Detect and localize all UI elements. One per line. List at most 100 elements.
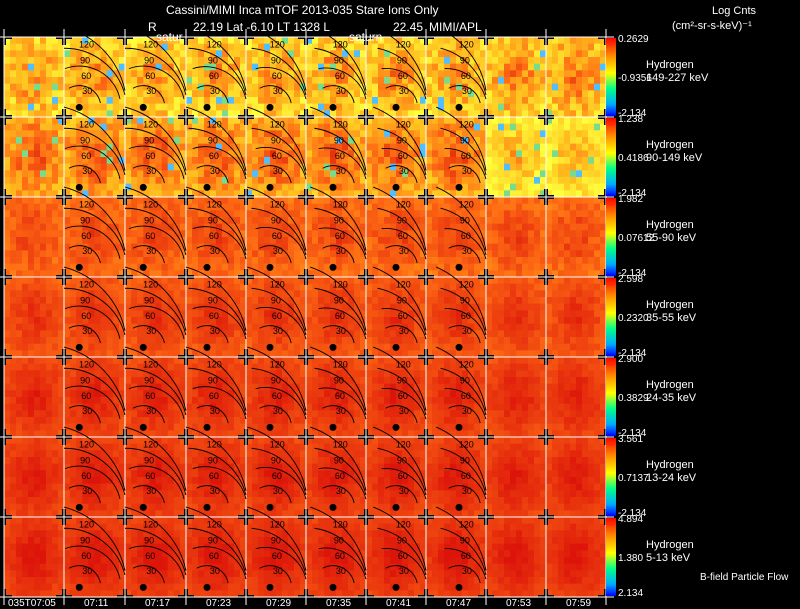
planet-marker (266, 263, 274, 271)
contour-line (255, 466, 307, 500)
contour-label: 90 (460, 56, 470, 66)
contour-label: 30 (462, 486, 472, 496)
contour-line (255, 146, 307, 180)
contour-label: 120 (143, 519, 158, 529)
contour-label: 30 (273, 486, 283, 496)
contour-line (124, 426, 187, 491)
contour-line (247, 506, 307, 571)
contour-label: 30 (462, 246, 472, 256)
contour-line (63, 106, 126, 171)
contour-label: 90 (397, 56, 407, 66)
contour-line (259, 325, 292, 344)
contour-line (128, 305, 185, 340)
contour-label: 60 (335, 471, 345, 481)
image-cell (186, 197, 247, 278)
contour-line (251, 47, 307, 96)
contour-label: 90 (334, 136, 344, 146)
contour-line (373, 26, 427, 91)
contour-line (314, 287, 367, 336)
contour-line (132, 485, 165, 504)
contour-line (322, 325, 355, 344)
contour-line (63, 527, 126, 576)
colorbar (606, 518, 616, 596)
planet-marker (75, 423, 83, 431)
contour-label: 90 (80, 216, 90, 226)
contour-label: 30 (336, 246, 346, 256)
contour-label: 90 (208, 536, 218, 546)
image-cell (546, 117, 607, 198)
planet-marker (329, 583, 337, 591)
contour-line (310, 106, 367, 171)
contour-line (440, 47, 487, 96)
image-cell (486, 117, 547, 198)
units-title: Log Cnts (712, 5, 757, 17)
contour-label: 60 (335, 71, 345, 81)
image-cell (486, 37, 547, 118)
contour-line (63, 367, 126, 416)
contour-line (128, 145, 185, 180)
contour-label: 30 (336, 166, 346, 176)
contour-line (318, 307, 367, 340)
species-label: Hydrogen (646, 59, 694, 71)
contour-label: 120 (459, 359, 474, 369)
contour-label: 30 (146, 486, 156, 496)
contour-label: 90 (271, 296, 281, 306)
contour-label: 120 (396, 279, 411, 289)
contour-line (251, 367, 307, 416)
contour-label: 60 (81, 231, 91, 241)
contour-label: 90 (144, 376, 154, 386)
contour-label: 90 (144, 296, 154, 306)
contour-line (259, 245, 292, 264)
image-cell (186, 37, 247, 118)
contour-line (64, 305, 121, 340)
planet-marker (139, 423, 147, 431)
contour-label: 60 (209, 311, 219, 321)
contour-label: 90 (334, 456, 344, 466)
planet-marker (392, 263, 400, 271)
planet-marker (75, 583, 83, 591)
planet-marker (203, 583, 211, 591)
contour-line (185, 506, 247, 571)
image-cell (246, 357, 307, 438)
contour-line (188, 127, 247, 176)
contour-line (132, 245, 165, 264)
contour-line (444, 228, 487, 260)
contour-line (255, 66, 307, 100)
contour-line (63, 287, 126, 336)
contour-label: 90 (460, 136, 470, 146)
contour-label: 30 (273, 326, 283, 336)
contour-line (440, 287, 487, 336)
contour-line (247, 26, 307, 91)
contour-label: 120 (79, 199, 94, 209)
contour-label: 90 (208, 296, 218, 306)
planet-marker (75, 183, 83, 191)
contour-line (373, 506, 427, 571)
contour-line (259, 565, 292, 584)
contour-line (322, 405, 355, 424)
contour-label: 90 (80, 376, 90, 386)
image-cell (546, 277, 607, 358)
contour-label: 90 (334, 296, 344, 306)
contour-line (310, 26, 367, 91)
contour-line (318, 147, 367, 180)
contour-label: 120 (79, 39, 94, 49)
energy-label: 55-90 keV (646, 232, 697, 244)
contour-line (124, 266, 187, 331)
planet-marker (455, 263, 463, 271)
contour-line (192, 66, 247, 100)
contour-line (377, 527, 427, 576)
contour-label: 120 (396, 359, 411, 369)
planet-marker (266, 103, 274, 111)
colorbar-max-label: 0.2629 (618, 34, 649, 45)
planet-marker (455, 183, 463, 191)
contour-label: 30 (146, 246, 156, 256)
contour-label: 60 (272, 311, 282, 321)
contour-line (322, 485, 355, 504)
contour-label: 90 (460, 376, 470, 386)
contour-line (444, 468, 487, 500)
contour-label: 60 (209, 551, 219, 561)
contour-line (444, 548, 487, 580)
contour-label: 90 (334, 216, 344, 226)
contour-line (377, 447, 427, 496)
